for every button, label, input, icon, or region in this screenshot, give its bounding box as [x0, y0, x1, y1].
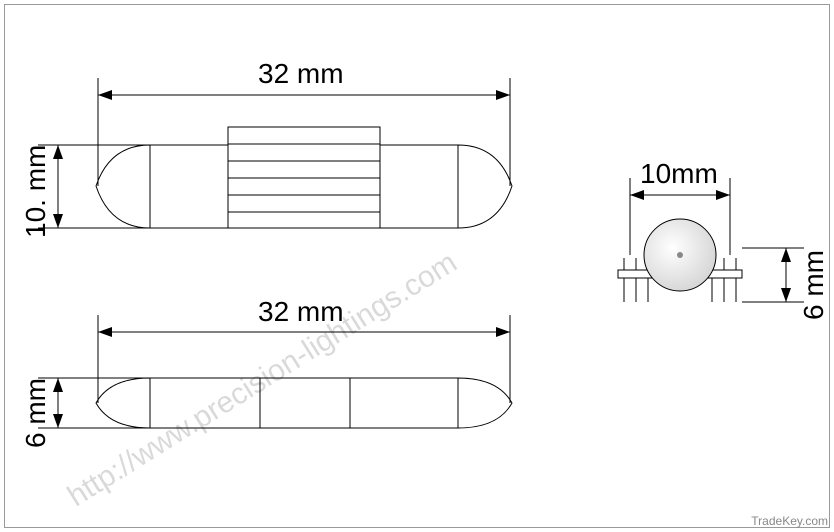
- dim-top-width: 32 mm: [258, 58, 344, 90]
- dim-top-height: 10. mm: [20, 145, 52, 238]
- diagram-canvas: 32 mm 10. mm 32 mm 6 mm 10mm 6 mm http:/…: [0, 0, 834, 532]
- top-view: [38, 78, 512, 228]
- dim-end-height: 6 mm: [798, 250, 830, 320]
- attribution-text: TradeKey.com: [751, 514, 828, 528]
- dim-end-width: 10mm: [640, 158, 718, 190]
- end-view: [618, 178, 804, 302]
- dim-bottom-height: 6 mm: [20, 378, 52, 448]
